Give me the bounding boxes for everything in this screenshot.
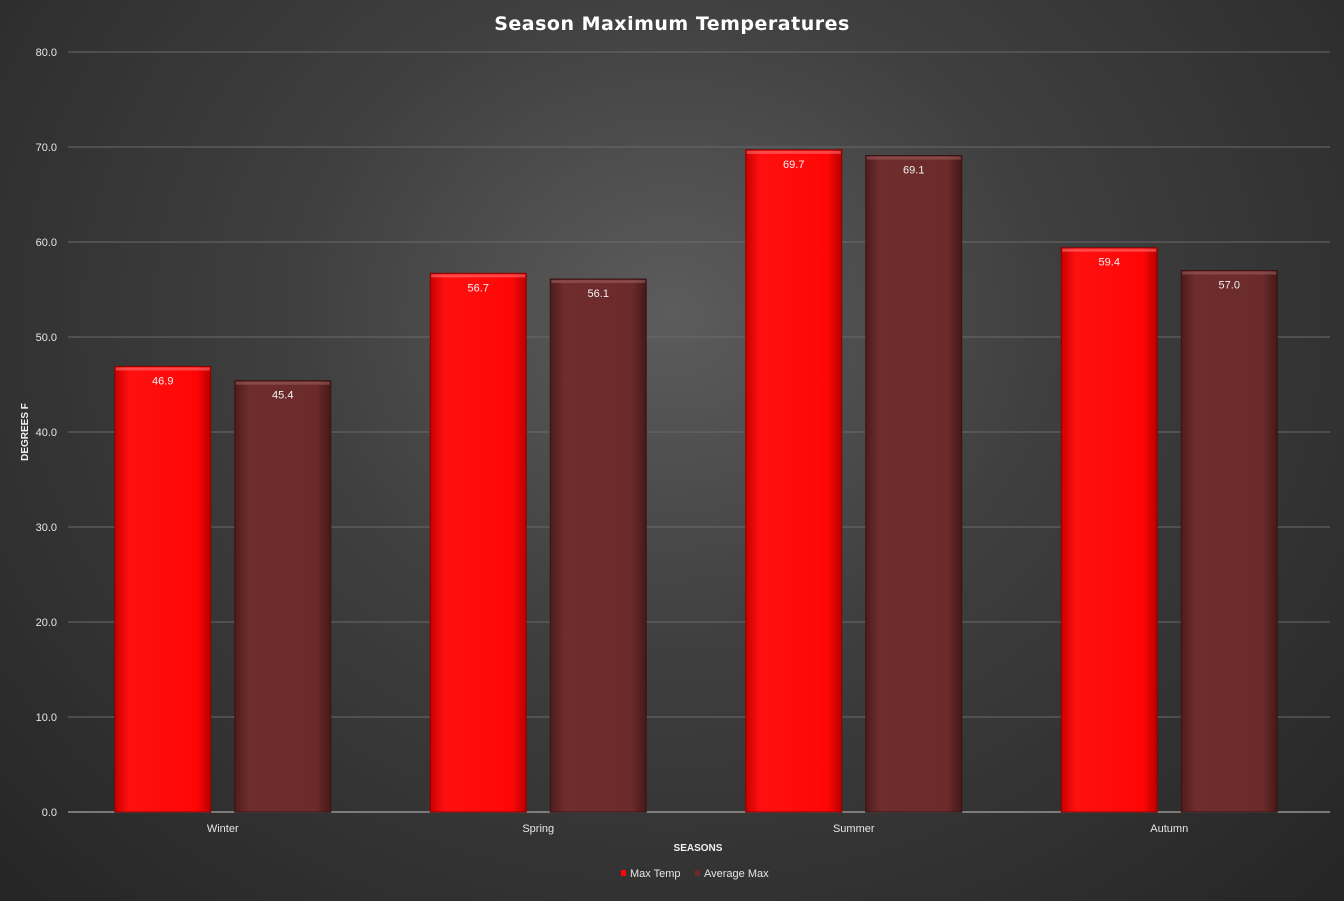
legend: Max Temp Average Max — [621, 868, 769, 880]
x-axis-categories: Winter Spring Summer Autumn — [207, 823, 1188, 835]
y-axis-label: DEGREES F — [20, 403, 31, 461]
data-label: 57.0 — [1219, 280, 1240, 292]
x-category-label: Winter — [207, 823, 239, 835]
bar-highlight — [1062, 248, 1157, 252]
data-label: 46.9 — [152, 375, 173, 387]
x-category-label: Autumn — [1150, 823, 1188, 835]
bar-highlight — [866, 156, 961, 160]
bar-max-temp-autumn — [1060, 247, 1158, 813]
bar-highlight — [431, 274, 526, 278]
bar-max-temp-summer — [745, 149, 843, 813]
data-label: 45.4 — [272, 390, 293, 402]
bar-max-temp-spring — [429, 272, 527, 813]
legend-swatch-average-max — [695, 870, 700, 876]
y-tick-label: 70.0 — [36, 142, 57, 154]
legend-swatch-max-temp — [621, 870, 626, 876]
y-tick-label: 50.0 — [36, 332, 57, 344]
y-axis-ticks: 0.0 10.0 20.0 30.0 40.0 50.0 60.0 70.0 80.0 — [36, 47, 57, 819]
y-tick-label: 60.0 — [36, 237, 57, 249]
data-label: 69.1 — [903, 165, 924, 177]
bar-highlight — [235, 381, 330, 385]
legend-label: Average Max — [704, 868, 769, 880]
bar-highlight — [746, 150, 841, 154]
x-category-label: Spring — [522, 823, 554, 835]
y-tick-label: 40.0 — [36, 427, 57, 439]
y-tick-label: 10.0 — [36, 712, 57, 724]
y-tick-label: 30.0 — [36, 522, 57, 534]
y-tick-label: 20.0 — [36, 617, 57, 629]
x-category-label: Summer — [833, 823, 875, 835]
bar-highlight — [551, 280, 646, 284]
bar-average-max-spring — [549, 278, 647, 813]
y-tick-label: 0.0 — [42, 807, 57, 819]
bars — [114, 149, 1278, 813]
y-tick-label: 80.0 — [36, 47, 57, 59]
data-label: 56.7 — [468, 282, 489, 294]
data-label: 56.1 — [588, 288, 609, 300]
data-label: 59.4 — [1099, 257, 1120, 269]
bar-average-max-summer — [865, 155, 963, 813]
bar-average-max-autumn — [1180, 270, 1278, 813]
bar-highlight — [1182, 271, 1277, 275]
bar-max-temp-winter — [114, 365, 212, 813]
bar-average-max-winter — [234, 380, 332, 813]
data-label: 69.7 — [783, 159, 804, 171]
chart-title: Season Maximum Temperatures — [494, 13, 850, 35]
bar-highlight — [115, 367, 210, 371]
x-axis-label: SEASONS — [674, 843, 723, 854]
legend-label: Max Temp — [630, 868, 681, 880]
data-labels: 46.9 45.4 56.7 56.1 69.7 69.1 59.4 57.0 — [152, 159, 1240, 402]
